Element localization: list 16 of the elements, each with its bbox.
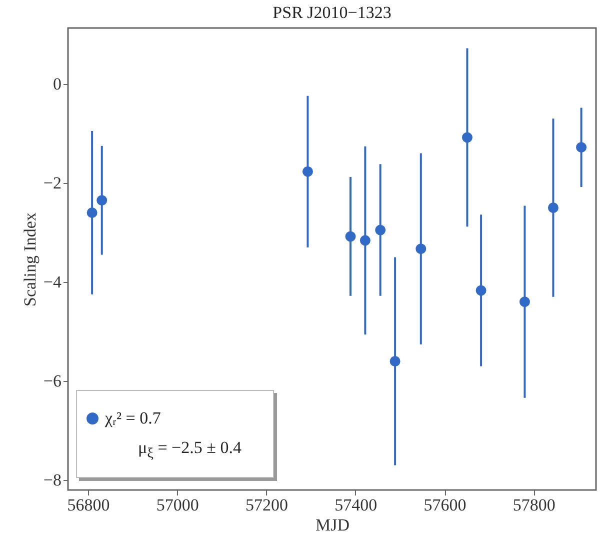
x-tick-label: 57200: [246, 496, 288, 514]
x-tick-label: 57800: [512, 496, 556, 514]
annotation: μ$_{ξ}$ = −2.5 ± 0.4: [138, 438, 242, 462]
x-tick-label: 57400: [334, 496, 378, 514]
y-tick-label: −2: [43, 173, 62, 192]
x-tick-label: 57600: [424, 496, 466, 514]
x-axis-title: MJD: [315, 516, 350, 534]
chart-title: PSR J2010−1323: [272, 3, 392, 22]
y-tick-label: −4: [43, 272, 62, 292]
y-tick-label: −6: [43, 372, 62, 391]
legend-label: χᵣ² = 0.7: [104, 408, 162, 428]
y-axis-title: Scaling Index: [20, 212, 40, 306]
y-tick-label: 0: [53, 74, 62, 94]
y-tick-label: −8: [43, 470, 62, 490]
x-tick-label: 56800: [67, 496, 110, 514]
x-tick-label: 57000: [156, 496, 199, 514]
